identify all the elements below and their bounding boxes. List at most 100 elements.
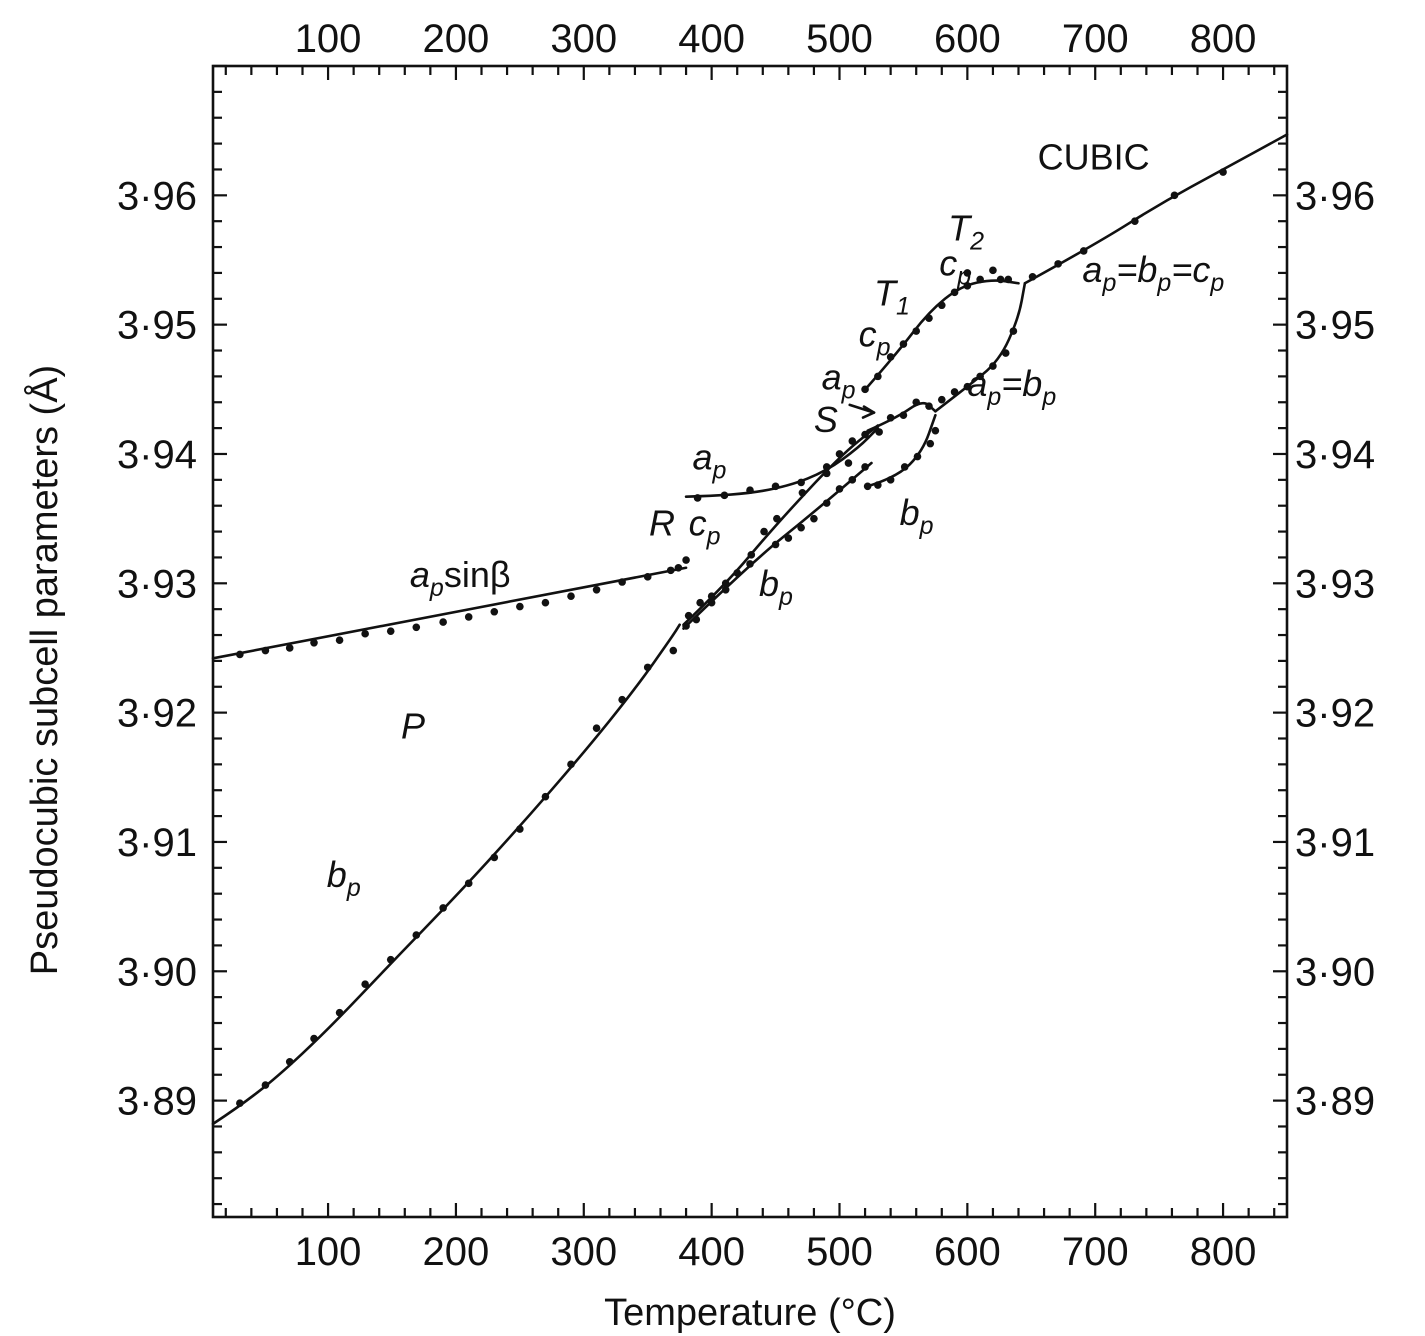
data-point — [822, 463, 831, 471]
data-point — [721, 585, 730, 594]
data-point — [886, 413, 895, 422]
data-point — [963, 282, 972, 290]
annotation-label: ap — [822, 356, 856, 404]
y-tick-label-right: 3·92 — [1295, 692, 1375, 736]
data-point — [746, 486, 754, 494]
x-tick-label-top: 300 — [550, 17, 617, 61]
data-point — [874, 481, 882, 489]
data-points — [236, 168, 1227, 1107]
data-point — [643, 663, 652, 672]
data-point — [798, 488, 807, 497]
y-axis-title: Pseudocubic subcell parameters (Å) — [22, 365, 66, 975]
data-point — [797, 523, 805, 532]
fit-curve-p-apsin- — [211, 566, 688, 660]
data-point — [1170, 191, 1179, 200]
x-tick-label-top: 600 — [934, 17, 1001, 61]
annotation-label: S — [814, 399, 838, 440]
x-tick-label-bottom: 200 — [423, 1230, 490, 1274]
data-point — [643, 573, 652, 581]
annotation-label: ap — [692, 436, 726, 484]
data-point — [439, 618, 447, 626]
y-tick-label-right: 3·90 — [1295, 950, 1375, 994]
data-point — [899, 340, 908, 348]
y-tick-label-left: 3·90 — [117, 950, 197, 994]
data-point — [976, 372, 984, 381]
x-tick-label-top: 100 — [295, 17, 362, 61]
data-point — [439, 904, 447, 912]
x-tick-label-top: 400 — [678, 17, 745, 61]
data-point — [674, 563, 683, 572]
y-tick-label-left: 3·94 — [117, 433, 197, 477]
x-tick-label-bottom: 400 — [678, 1230, 745, 1274]
data-point — [875, 428, 883, 436]
y-tick-label-left: 3·91 — [117, 821, 197, 865]
data-point — [886, 353, 895, 361]
annotation-label: R — [649, 502, 675, 543]
y-tick-label-left: 3·89 — [117, 1080, 197, 1124]
data-point — [912, 398, 921, 407]
axes: 100 100 200 200 300 300 400 400 500 500 600 600 700 7… — [117, 17, 1375, 1274]
data-point — [861, 463, 869, 471]
data-point — [310, 638, 318, 647]
data-point — [669, 646, 678, 655]
y-tick-label-right: 3·94 — [1295, 433, 1375, 477]
data-point — [692, 615, 701, 624]
data-point — [912, 327, 921, 335]
y-tick-label-left: 3·92 — [117, 692, 197, 736]
data-point — [963, 269, 972, 277]
data-point — [1028, 273, 1037, 281]
data-point — [925, 402, 933, 410]
data-point — [720, 491, 729, 500]
data-point — [950, 288, 959, 297]
data-point — [285, 1058, 294, 1066]
annotation-label: bp — [759, 563, 793, 611]
annotation-label: ap=bp — [967, 363, 1056, 411]
data-point — [861, 430, 869, 439]
data-point — [236, 1099, 244, 1107]
data-point — [707, 598, 716, 607]
data-point — [682, 556, 690, 564]
data-point — [771, 540, 780, 549]
x-tick-label-bottom: 800 — [1190, 1230, 1257, 1274]
data-point — [950, 388, 959, 396]
data-point — [567, 760, 575, 769]
annotation-label: cp — [939, 243, 971, 291]
data-point — [822, 499, 831, 507]
data-point — [844, 459, 853, 467]
data-point — [261, 646, 270, 655]
data-point — [693, 494, 702, 502]
annotation-label: ap=bp=cp — [1082, 249, 1224, 297]
y-tick-label-right: 3·89 — [1295, 1080, 1375, 1124]
x-tick-label-bottom: 700 — [1062, 1230, 1129, 1274]
data-point — [490, 853, 499, 862]
data-point — [976, 275, 984, 284]
data-point — [835, 485, 844, 493]
data-point — [1131, 217, 1139, 225]
data-point — [1009, 327, 1018, 335]
data-point — [760, 527, 768, 536]
data-point — [261, 1081, 270, 1089]
x-tick-label-top: 800 — [1190, 17, 1257, 61]
data-point — [996, 275, 1005, 284]
data-point — [464, 879, 473, 888]
data-point — [937, 395, 946, 404]
data-point — [773, 514, 781, 523]
x-tick-label-top: 200 — [423, 17, 490, 61]
x-tick-label-bottom: 100 — [295, 1230, 362, 1274]
data-point — [747, 551, 756, 559]
data-point — [797, 478, 805, 487]
annotation-label: P — [401, 705, 425, 746]
data-point — [310, 1034, 318, 1043]
data-point — [746, 560, 754, 568]
data-point — [386, 627, 395, 635]
fit-curve-r-ap — [684, 426, 880, 498]
y-tick-label-right: 3·91 — [1295, 821, 1375, 865]
data-point — [684, 611, 693, 620]
annotation-label: T2 — [948, 208, 984, 256]
annotation-label: cp — [859, 314, 891, 362]
data-point — [666, 566, 675, 575]
data-point — [886, 476, 895, 484]
data-point — [516, 602, 524, 611]
annotation-label: T1 — [874, 272, 910, 320]
